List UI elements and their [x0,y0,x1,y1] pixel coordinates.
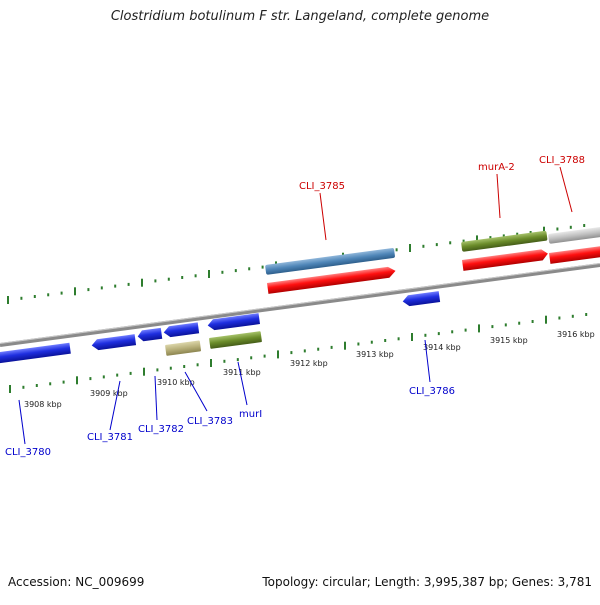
bottom-tick-track [9,313,588,393]
label-leader [184,371,208,412]
cds-cli-3782-bar[interactable] [165,340,202,356]
gene-label-cli-3785[interactable]: CLI_3785 [299,181,345,192]
scale-label: 3908 kbp [24,400,62,409]
label-leader [154,375,158,421]
gene-label-cli-3783[interactable]: CLI_3783 [187,416,233,427]
scale-label: 3915 kbp [490,336,528,345]
gene-label-cli-3781[interactable]: CLI_3781 [87,432,133,443]
cds-cli-3788-bar[interactable] [548,226,600,244]
accession-text: Accession: NC_009699 [8,575,145,589]
gene-label-cli-3780[interactable]: CLI_3780 [5,447,51,458]
bottom-gene-labels: CLI_3780 CLI_3781 CLI_3782 CLI_3783 murI… [5,339,455,458]
gene-label-muri[interactable]: murI [239,409,262,420]
cds-muri-bar[interactable] [209,331,262,349]
cds-cli-3781-arrow[interactable] [91,334,137,351]
label-leader [237,361,248,406]
cds-muri-arrow[interactable] [207,313,260,331]
label-leader [424,339,431,383]
scale-label: 3914 kbp [423,343,461,352]
top-gene-labels: CLI_3785 murA-2 CLI_3788 [299,155,585,241]
scale-label: 3913 kbp [356,350,394,359]
genome-summary-text: Topology: circular; Length: 3,995,387 bp… [262,575,592,589]
scale-label: 3911 kbp [223,368,261,377]
label-leader [18,399,26,445]
label-leader [496,173,501,219]
cds-cli-3785-arrow[interactable] [267,266,396,294]
reverse-strand-features [0,291,441,364]
gene-label-cli-3782[interactable]: CLI_3782 [138,424,184,435]
scale-label: 3909 kbp [90,389,128,398]
genome-backbone-highlight [0,263,600,344]
scale-labels: 3908 kbp 3909 kbp 3910 kbp 3911 kbp 3912… [24,330,595,409]
cds-mura-2-bar[interactable] [461,230,548,252]
cds-cli-3785-bar[interactable] [265,248,395,275]
gene-label-mura-2[interactable]: murA-2 [478,162,515,173]
label-leader [109,380,121,431]
cds-mura-2-arrow[interactable] [462,249,549,271]
cds-cli-3786-arrow[interactable] [402,291,441,307]
gene-label-cli-3788[interactable]: CLI_3788 [539,155,585,166]
gene-label-cli-3786[interactable]: CLI_3786 [409,386,455,397]
forward-strand-features [265,226,600,294]
cds-cli-3788-arrow[interactable] [549,245,600,264]
label-leader [319,192,327,241]
cds-cli-3782-arrow[interactable] [137,327,163,342]
genome-backbone [0,263,600,347]
scale-label: 3912 kbp [290,359,328,368]
genome-title: Clostridium botulinum F str. Langeland, … [110,9,490,24]
cds-cli-3783-arrow[interactable] [163,322,200,338]
label-leader [559,166,573,213]
scale-label: 3916 kbp [557,330,595,339]
cds-cli-3780-arrow[interactable] [0,342,71,364]
scale-label: 3910 kbp [157,378,195,387]
